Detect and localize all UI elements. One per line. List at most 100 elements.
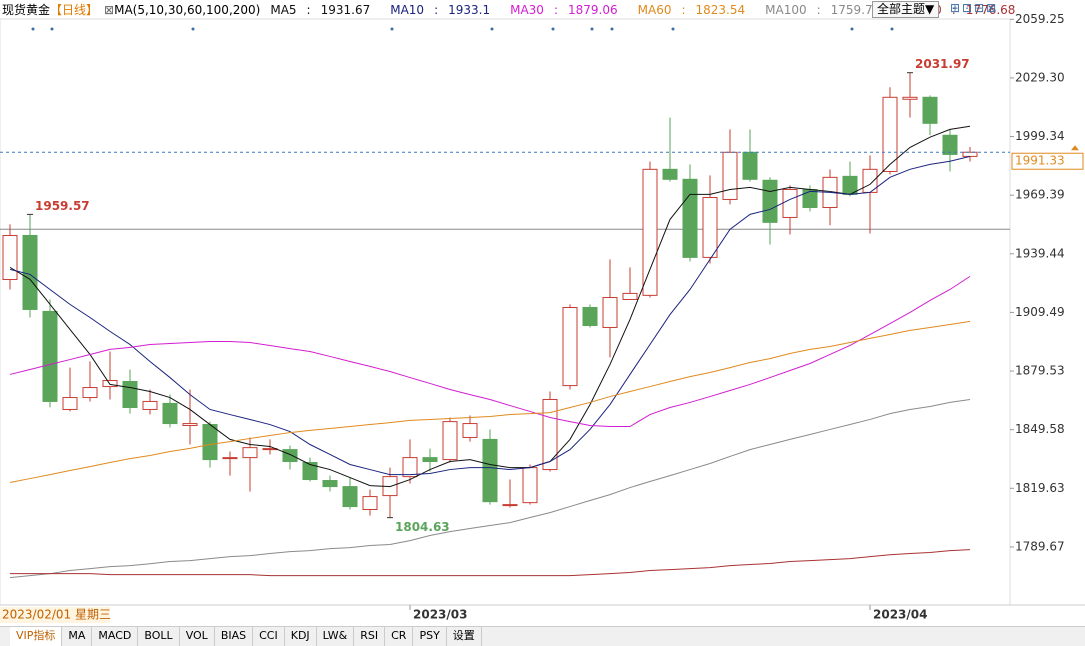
y-tick-label: 1849.58 bbox=[1015, 422, 1065, 436]
tab[interactable]: MACD bbox=[92, 627, 139, 646]
candle-body bbox=[322, 480, 338, 488]
y-tick-label: 1999.34 bbox=[1015, 129, 1065, 143]
legend-item: MA100:1759.72 bbox=[765, 3, 890, 17]
candle-body bbox=[62, 397, 78, 410]
legend-value: 1759.72 bbox=[830, 2, 881, 17]
y-tick-label: 1909.49 bbox=[1015, 305, 1065, 319]
candle-body bbox=[702, 197, 718, 258]
tab[interactable]: KDJ bbox=[285, 627, 317, 646]
candle-body bbox=[442, 421, 458, 461]
candle-body bbox=[522, 467, 538, 504]
y-tick-label: 1939.44 bbox=[1015, 246, 1065, 260]
candle-body bbox=[202, 424, 218, 461]
candle-body bbox=[562, 307, 578, 387]
indicator-icon[interactable]: ⊠ bbox=[104, 2, 115, 17]
header-bar: 现货黄金 【日线】 ⊠ MA(5,10,30,60,100,200) MA5:1… bbox=[0, 0, 1085, 19]
candle-body bbox=[582, 307, 598, 327]
candle-body bbox=[662, 168, 678, 180]
tab[interactable]: RSI bbox=[354, 627, 386, 646]
extreme-label: 1804.63 bbox=[395, 520, 450, 534]
candle-body bbox=[362, 496, 378, 510]
legend-name: MA10 bbox=[390, 2, 425, 17]
tab[interactable]: PSY bbox=[413, 627, 447, 646]
toolbar-icons[interactable]: ⊞⊡⊟⊠ bbox=[950, 1, 999, 15]
ma-line bbox=[10, 549, 971, 577]
instrument: 现货黄金 bbox=[2, 3, 51, 17]
legend-value: 1776.68 bbox=[965, 2, 1016, 17]
tab[interactable]: BIAS bbox=[215, 627, 254, 646]
candle-body bbox=[422, 457, 438, 463]
ma-line bbox=[9, 398, 971, 579]
candle-body bbox=[462, 423, 478, 438]
candle-body bbox=[342, 486, 358, 508]
x-tick-label: 2023/04 bbox=[873, 608, 927, 622]
cursor-date-bg bbox=[0, 607, 110, 623]
candle-body bbox=[142, 400, 158, 410]
indicator: MA(5,10,30,60,100,200) bbox=[114, 2, 261, 17]
legend-value: 1879.06 bbox=[568, 2, 618, 17]
candle-body bbox=[762, 179, 778, 223]
candle-body bbox=[642, 168, 658, 296]
candle-body bbox=[542, 398, 558, 471]
tab[interactable]: CR bbox=[385, 627, 414, 646]
cursor-date: 2023/02/01 星期三 bbox=[2, 608, 111, 622]
price-tag-bg bbox=[1011, 152, 1084, 170]
candle-body bbox=[682, 178, 698, 258]
candle-body bbox=[282, 449, 298, 463]
tab[interactable]: VIP指标 bbox=[10, 627, 63, 646]
legend-name: MA30 bbox=[510, 2, 544, 17]
candle-body bbox=[482, 438, 498, 503]
legend-name: MA5 bbox=[270, 2, 297, 17]
tab[interactable]: MA bbox=[62, 627, 93, 646]
legend-item: MA30:1879.06 bbox=[510, 3, 628, 17]
y-tick-label: 1789.67 bbox=[1015, 539, 1065, 553]
legend-item: MA60:1823.54 bbox=[638, 3, 756, 17]
candle-body bbox=[402, 457, 418, 478]
y-tick-label: 1819.63 bbox=[1015, 481, 1065, 495]
tab[interactable]: CCI bbox=[253, 627, 285, 646]
tab[interactable]: VOL bbox=[180, 627, 215, 646]
candle-body bbox=[2, 234, 18, 281]
legend-separator: : bbox=[306, 2, 311, 17]
legend-name: MA100 bbox=[765, 2, 807, 17]
legend-separator: : bbox=[553, 2, 558, 17]
legend-separator: : bbox=[681, 2, 686, 17]
indicator-tabs: VIP指标 MA MACD BOLL VOL BIAS CCI KDJ LW& RSI CR PSY 设… bbox=[0, 626, 1085, 646]
event-markers bbox=[31, 27, 894, 31]
tab[interactable]: 设置 bbox=[447, 627, 482, 646]
x-tick-label: 2023/03 bbox=[413, 608, 467, 622]
y-tick-label: 1879.53 bbox=[1015, 364, 1065, 378]
candle-body bbox=[902, 96, 918, 100]
ma-line bbox=[9, 155, 971, 476]
ma-line bbox=[9, 275, 971, 427]
y-tick-label: 1969.39 bbox=[1015, 188, 1065, 202]
legend-separator: : bbox=[951, 2, 956, 17]
price-tag: 1991.33 bbox=[1015, 154, 1065, 168]
legend-item: MA10:1933.1 bbox=[390, 3, 500, 17]
tab[interactable]: LW& bbox=[317, 627, 355, 646]
candle-body bbox=[622, 292, 638, 300]
period[interactable]: 【日线】 bbox=[50, 3, 99, 17]
candle-body bbox=[122, 380, 138, 409]
candle-body bbox=[242, 447, 258, 459]
legend-separator: : bbox=[816, 2, 821, 17]
candle-body bbox=[802, 188, 818, 208]
candle-body bbox=[502, 504, 518, 507]
candle-body bbox=[742, 151, 758, 180]
ma-line bbox=[9, 125, 971, 488]
candle-body bbox=[882, 96, 898, 172]
legend-separator: : bbox=[434, 2, 439, 17]
theme-dropdown[interactable]: 全部主题▼ bbox=[872, 1, 940, 18]
tab[interactable]: BOLL bbox=[138, 627, 180, 646]
legend-value: 1931.67 bbox=[320, 2, 371, 17]
y-tick-label: 2029.30 bbox=[1015, 70, 1065, 84]
legend-item: MA5:1931.67 bbox=[270, 3, 380, 17]
candle-body bbox=[22, 234, 38, 310]
extreme-label: 1959.57 bbox=[35, 199, 90, 213]
candle-body bbox=[922, 96, 938, 124]
extreme-label: 2031.97 bbox=[915, 57, 970, 71]
candle-body bbox=[782, 188, 798, 218]
candle-body bbox=[302, 462, 318, 481]
legend-value: 1933.1 bbox=[448, 2, 491, 17]
